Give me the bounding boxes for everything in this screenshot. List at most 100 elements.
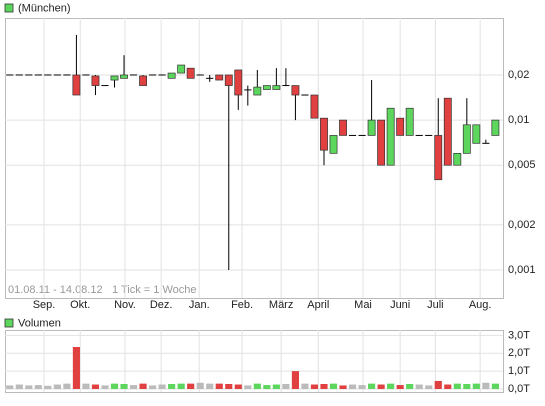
candle-body (434, 135, 443, 181)
y-tick-label: 3,0T (508, 329, 530, 341)
volume-bar (168, 383, 176, 389)
candle-body (443, 97, 452, 166)
volume-bar (177, 383, 185, 389)
candle-body (224, 74, 233, 86)
volume-bar (101, 385, 109, 389)
volume-bar (406, 383, 414, 389)
volume-bar (91, 384, 100, 389)
volume-bar (253, 383, 261, 389)
volume-bar (225, 383, 233, 389)
legend-swatch (4, 318, 14, 328)
volume-bar (244, 385, 252, 389)
x-tick-label: Juni (390, 299, 410, 311)
volume-bar (377, 384, 385, 389)
volume-bar (6, 385, 14, 389)
volume-bar (301, 383, 309, 389)
candle-body (139, 75, 147, 86)
x-tick-label: Dez. (150, 299, 173, 311)
candle-body (453, 152, 462, 166)
volume-bar (415, 384, 423, 389)
y-tick-label: 1,0T (508, 365, 530, 377)
candle-body (329, 135, 338, 154)
volume-bar (234, 384, 242, 389)
candle-body (177, 64, 186, 74)
tick-note: 1 Tick = 1 Woche (112, 284, 196, 296)
candle-body (462, 124, 471, 154)
x-tick-label: Feb. (231, 299, 253, 311)
y-tick-label: 2,0T (508, 347, 530, 359)
candle-body (320, 117, 328, 151)
volume-bar (272, 384, 280, 389)
candle-body (472, 124, 481, 144)
x-tick-label: Nov. (114, 299, 136, 311)
y-tick-label: 0,001 (508, 264, 536, 276)
volume-bar (387, 383, 395, 389)
x-tick-label: April (307, 299, 329, 311)
volume-bar (291, 371, 299, 389)
volume-bar (358, 385, 366, 389)
volume-bar (158, 384, 166, 389)
candle-body (91, 75, 100, 86)
volume-bar (34, 385, 42, 389)
volume-bar (339, 385, 347, 389)
candle-body (262, 85, 271, 90)
volume-bar (120, 383, 128, 389)
candle-body (186, 67, 195, 79)
volume-bar (282, 383, 290, 389)
volume-bar (72, 346, 80, 389)
candle-body (491, 119, 500, 136)
volume-bar (63, 383, 71, 389)
legend-label: (München) (18, 2, 71, 14)
candle-body (167, 72, 176, 79)
candle-body (272, 85, 281, 90)
volume-bar (434, 380, 442, 389)
volume-bar (453, 383, 461, 389)
y-tick-label: 0,01 (508, 114, 529, 126)
candle-body (396, 117, 405, 136)
volume-bar (444, 384, 452, 389)
volume-bar (396, 385, 404, 389)
volume-bar (110, 383, 119, 389)
candle-body (291, 85, 300, 96)
volume-bar (206, 383, 214, 389)
candle-body (310, 94, 319, 119)
volume-bar (329, 383, 338, 389)
candle-body (110, 75, 119, 81)
volume-bar (348, 384, 357, 389)
volume-bar (482, 382, 490, 389)
x-tick-label: März (269, 299, 293, 311)
candle-body (234, 69, 243, 96)
volume-frame (5, 330, 504, 393)
x-tick-label: Aug. (469, 299, 492, 311)
date-range: 01.08.11 - 14.08.12 (8, 284, 103, 296)
y-tick-label: 0,0T (508, 383, 530, 395)
volume-bar (149, 385, 157, 389)
volume-bar (263, 385, 271, 389)
volume-bar (310, 384, 319, 389)
volume-bar (187, 383, 195, 389)
legend-swatch (4, 3, 14, 13)
volume-bar (129, 385, 138, 389)
candle-body (339, 119, 347, 136)
volume-bar (196, 382, 204, 389)
x-tick-label: Okt. (70, 299, 90, 311)
candle-body (253, 86, 262, 96)
volume-bar (53, 384, 61, 389)
candle-body (377, 119, 386, 166)
volume-bar (82, 383, 90, 389)
volume-bar (491, 383, 499, 389)
plot-frame (5, 18, 504, 299)
y-tick-label: 0,005 (508, 159, 536, 171)
volume-bar (15, 384, 23, 389)
candle-body (386, 107, 395, 166)
candle-body (72, 74, 81, 96)
volume-bar (463, 383, 471, 389)
x-tick-label: Sep. (33, 299, 56, 311)
volume-bar (25, 385, 33, 389)
legend-label: Volumen (18, 317, 61, 329)
volume-bar (139, 383, 147, 389)
volume-bar (44, 385, 52, 389)
candle-body (215, 74, 224, 81)
volume-bar (425, 385, 433, 389)
